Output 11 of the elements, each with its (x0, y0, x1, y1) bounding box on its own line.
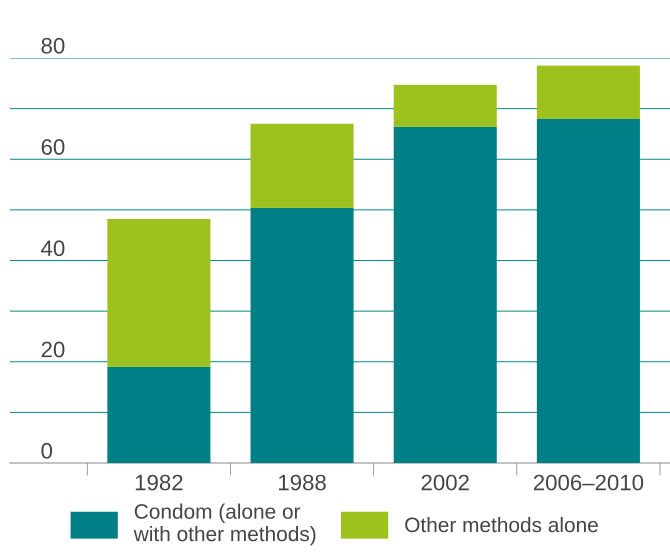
y-tick-label: 80 (42, 38, 64, 54)
y-tick-label: 40 (41, 240, 64, 256)
x-tick-label: 1988 (279, 474, 326, 490)
x-tick-label: 2006–2010 (534, 474, 644, 490)
x-tick-label: 1982 (136, 474, 182, 490)
legend-label: Other methods alone (405, 516, 598, 532)
x-tick-label: 2002 (422, 474, 469, 490)
y-tick-label: 60 (42, 139, 64, 155)
y-tick-label: 20 (42, 342, 64, 358)
legend-label: Condom (alone or with other methods) (134, 504, 316, 546)
y-tick-label: 0 (41, 442, 52, 459)
